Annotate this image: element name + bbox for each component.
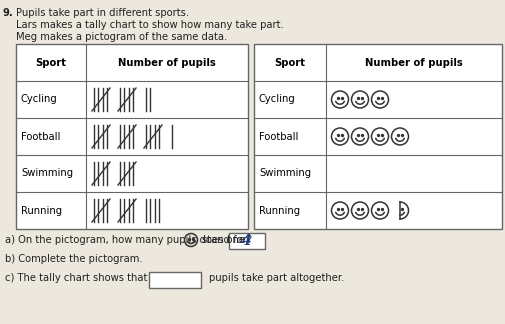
Text: stand for?: stand for? xyxy=(201,235,251,245)
Text: Meg makes a pictogram of the same data.: Meg makes a pictogram of the same data. xyxy=(16,32,227,42)
Text: Football: Football xyxy=(21,132,60,142)
Bar xyxy=(16,44,247,229)
Text: Swimming: Swimming xyxy=(21,168,73,179)
Text: pupils take part altogether.: pupils take part altogether. xyxy=(209,273,344,283)
Text: Football: Football xyxy=(259,132,298,142)
Text: Running: Running xyxy=(259,205,299,215)
Text: 9.: 9. xyxy=(3,8,14,18)
Bar xyxy=(148,272,200,288)
Bar xyxy=(254,44,501,229)
Text: b) Complete the pictogram.: b) Complete the pictogram. xyxy=(5,254,142,264)
Text: Lars makes a tally chart to show how many take part.: Lars makes a tally chart to show how man… xyxy=(16,20,283,30)
Text: Pupils take part in different sports.: Pupils take part in different sports. xyxy=(16,8,189,18)
Bar xyxy=(229,233,265,249)
Text: 4: 4 xyxy=(242,234,251,248)
Text: Number of pupils: Number of pupils xyxy=(365,57,462,67)
Text: a) On the pictogram, how many pupils does one: a) On the pictogram, how many pupils doe… xyxy=(5,235,244,245)
Text: c) The tally chart shows that: c) The tally chart shows that xyxy=(5,273,147,283)
Text: Cycling: Cycling xyxy=(259,95,295,105)
Text: Running: Running xyxy=(21,205,62,215)
Text: Number of pupils: Number of pupils xyxy=(118,57,216,67)
Text: Sport: Sport xyxy=(274,57,305,67)
Text: Cycling: Cycling xyxy=(21,95,58,105)
Text: Sport: Sport xyxy=(35,57,66,67)
Text: Swimming: Swimming xyxy=(259,168,311,179)
